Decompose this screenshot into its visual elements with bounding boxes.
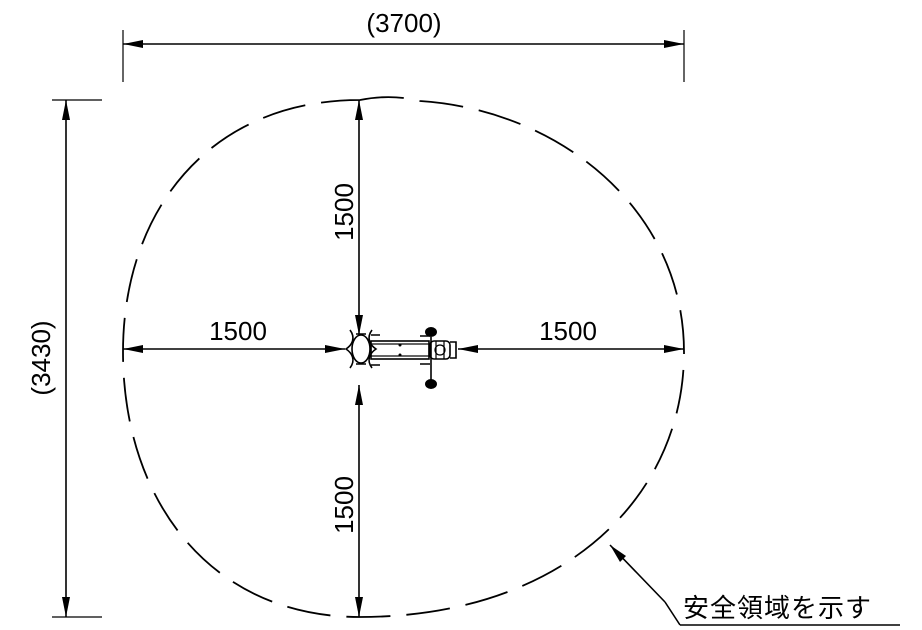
- wheel-icon: [425, 379, 437, 389]
- wheel-icon: [425, 327, 437, 337]
- radius-right-dimension: 1500: [458, 316, 684, 353]
- radius-top-dimension: 1500: [329, 100, 363, 335]
- overall-width-dimension: (3700): [122, 8, 685, 82]
- radius-bottom-dimension: 1500: [329, 385, 363, 617]
- overall-height-dimension: (3430): [26, 99, 102, 618]
- safety-area-boundary: [122, 96, 685, 618]
- safety-area-label: 安全領域を示す: [683, 594, 872, 624]
- radius-bottom-label: 1500: [329, 476, 359, 534]
- overall-height-label: (3430): [26, 320, 56, 395]
- overall-width-label: (3700): [366, 8, 441, 38]
- radius-top-label: 1500: [329, 183, 359, 241]
- radius-left-label: 1500: [209, 316, 267, 346]
- safety-area-annotation: 安全領域を示す: [609, 544, 900, 626]
- equipment-plan-icon: [344, 327, 457, 389]
- radius-left-dimension: 1500: [123, 316, 345, 353]
- radius-right-label: 1500: [539, 316, 597, 346]
